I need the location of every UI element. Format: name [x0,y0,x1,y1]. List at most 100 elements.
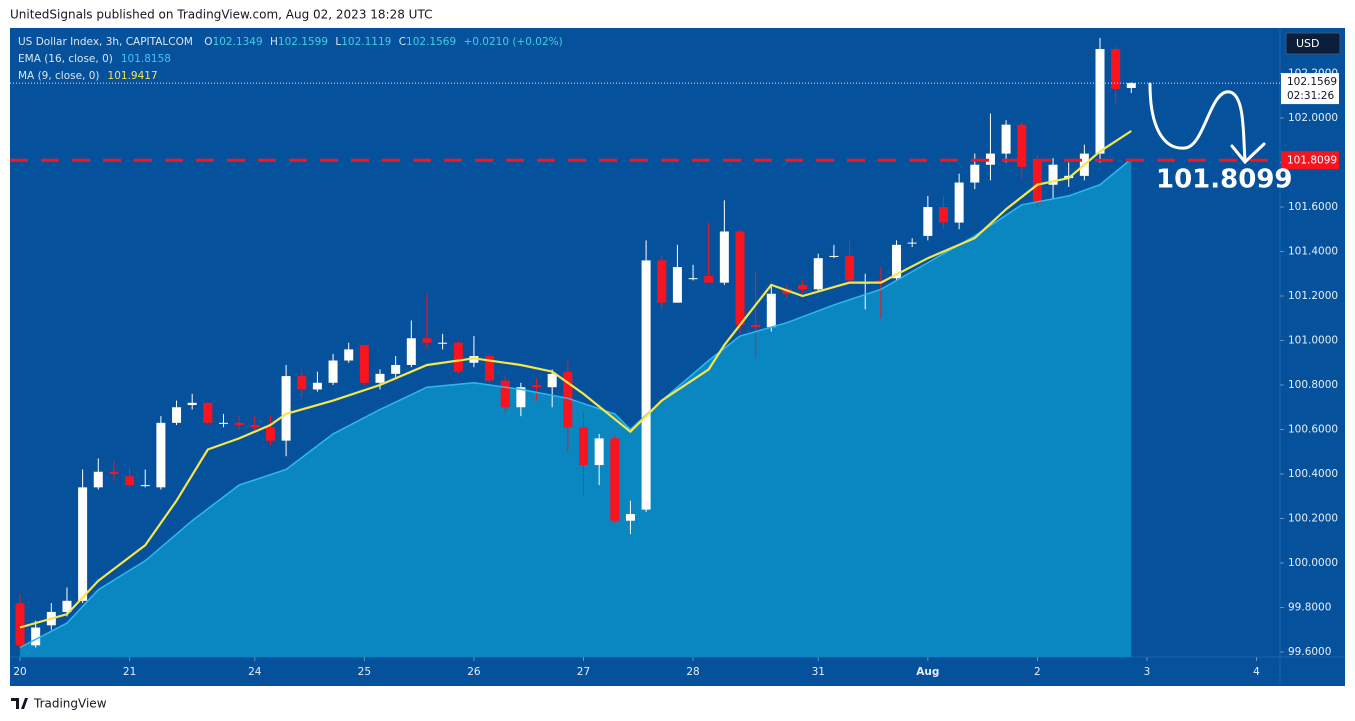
brand-logo [11,698,28,709]
y-tick-label: 101.0000 [1288,334,1338,346]
price-tag [1281,73,1339,105]
y-tick-label: 99.6000 [1288,646,1331,658]
countdown: 02:31:26 [1287,90,1334,102]
candle-body [985,153,995,165]
ema-area [20,159,1132,657]
price-tag-label: 102.1569 [1287,76,1337,88]
x-tick-label: 26 [467,666,481,678]
y-tick-label: 99.8000 [1288,601,1331,613]
candle-body [907,242,917,244]
open-value: 102.1349 [213,36,263,48]
candle-body [109,471,119,474]
candle-body [719,231,729,283]
candle-body [312,382,322,390]
x-tick-label: 24 [248,666,262,678]
candle-body [1111,49,1121,90]
attribution: UnitedSignals published on TradingView.c… [10,8,432,22]
candle-body [1017,124,1027,167]
level-tag [1281,151,1339,170]
candle-body [187,402,197,406]
c-label: C [399,36,406,48]
candle-body [704,275,714,283]
candle-body [923,206,933,236]
level-tag-label: 101.8099 [1287,154,1337,166]
candle-body [234,422,244,426]
candle-body [93,471,103,488]
x-tick-label: Aug [916,666,939,678]
low-value: 102.1119 [341,36,391,48]
candle-body [250,425,260,428]
candle-body [203,402,213,423]
candle-body [1032,160,1042,203]
candle-body [156,422,166,488]
candle-body [657,260,667,303]
candle-body [813,258,823,290]
candle-body [766,293,776,328]
ma-name: MA (9, close, 0) [18,70,100,82]
legend-ema: EMA (16, close, 0) 101.8158 [18,53,171,65]
x-tick-label: 25 [358,666,371,678]
candle-body [375,373,385,383]
change: +0.0210 (+0.02%) [463,36,562,48]
currency-button[interactable] [1285,32,1341,55]
candle-body [578,427,588,466]
candle-body [453,342,463,372]
x-tick-label: 28 [686,666,699,678]
x-tick-label: 2 [1034,666,1041,678]
candle-body [829,255,839,257]
candle-body [500,380,510,408]
x-tick-label: 3 [1144,666,1151,678]
candle-body [62,600,72,612]
candle-body [265,427,275,441]
candle-body [78,487,88,601]
candle-body [547,373,557,388]
x-tick-label: 4 [1253,666,1260,678]
candle-body [172,407,182,423]
ema-name: EMA (16, close, 0) [18,53,113,65]
candle-body [610,438,620,521]
candle-body [954,182,964,223]
candle-body [1095,49,1105,154]
candle-body [15,603,25,646]
candle-body [281,376,291,441]
ema-value: 101.8158 [121,53,171,65]
candle-body [1048,164,1058,185]
y-tick-label: 100.0000 [1288,557,1338,569]
candle-body [438,342,448,344]
candle-body [751,324,761,328]
h-label: H [270,36,278,48]
level-annotation: 101.8099 [1156,165,1293,195]
candle-body [125,476,135,486]
candle-body [563,371,573,428]
candle-body [798,284,808,290]
y-tick-label: 101.6000 [1288,201,1338,213]
candle-body [328,360,338,383]
candle-body [532,384,542,388]
currency[interactable]: USD [1296,37,1320,50]
candle-body [625,514,635,521]
brand: TradingView [33,697,107,711]
candle-body [735,231,745,325]
candle-body [688,278,698,280]
candle-body [594,438,604,466]
y-tick-label: 100.4000 [1288,468,1338,480]
overlay: US Dollar Index, 3h, CAPITALCOM O102.134… [11,32,1341,711]
y-tick-label: 100.2000 [1288,512,1338,524]
ma-line [19,130,1132,629]
candle-body [140,485,150,487]
candle-body [218,422,228,424]
x-tick-label: 27 [577,666,590,678]
candle-body [359,344,369,383]
candle-body [391,364,401,374]
y-tick-label: 100.6000 [1288,423,1338,435]
o-label: O [204,36,212,48]
legend-ma: MA (9, close, 0) 101.9417 [18,70,158,82]
legend-ohlc: US Dollar Index, 3h, CAPITALCOM O102.134… [18,36,563,48]
arrow-drawing [1148,82,1266,165]
candle-body [485,356,495,381]
l-label: L [335,36,341,48]
candle-body [845,255,855,281]
y-tick-label: 102.0000 [1288,112,1338,124]
candle-body [1126,83,1136,88]
